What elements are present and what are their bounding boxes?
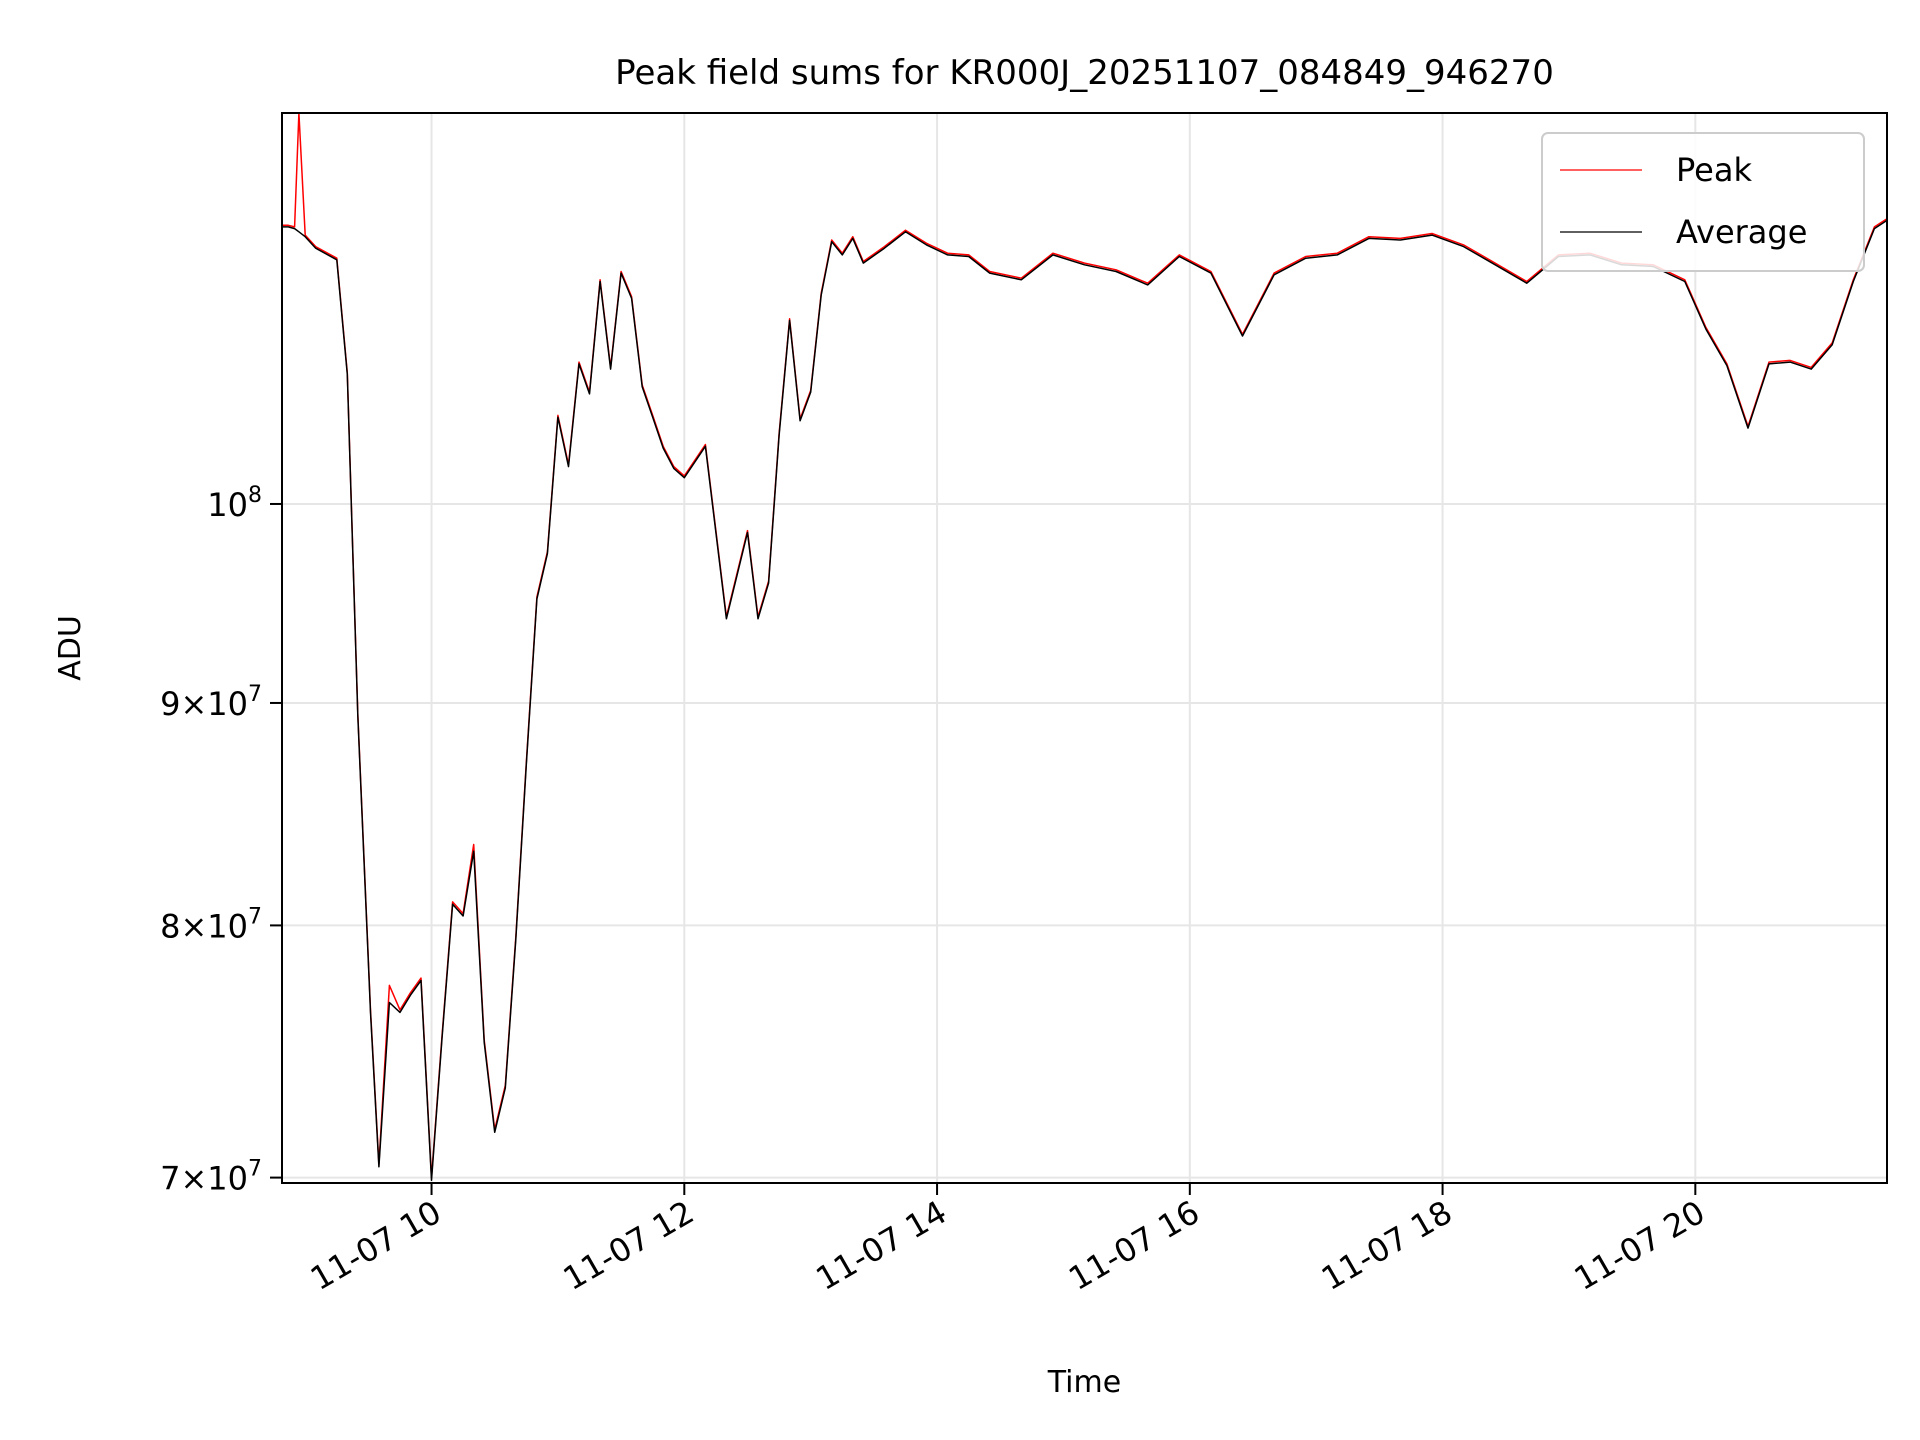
series-line-average [282, 219, 1888, 1182]
legend-box [1541, 132, 1865, 272]
plot-frame [281, 112, 1888, 1184]
gridlines [282, 113, 1887, 1183]
legend: Peak Average [1541, 132, 1865, 272]
legend-label-peak: Peak [1676, 151, 1752, 189]
legend-label-average: Average [1676, 213, 1807, 251]
series-layer [282, 112, 1888, 1182]
chart-title: Peak field sums for KR000J_20251107_0848… [615, 53, 1554, 93]
y-tick-label: 7×107 [160, 1157, 262, 1198]
x-axis-label: Time [1047, 1365, 1121, 1400]
y-tick-label: 9×107 [160, 682, 262, 723]
y-axis-label: ADU [53, 615, 88, 681]
y-tick-label: 108 [207, 483, 262, 524]
y-tick-label: 8×107 [160, 904, 262, 945]
